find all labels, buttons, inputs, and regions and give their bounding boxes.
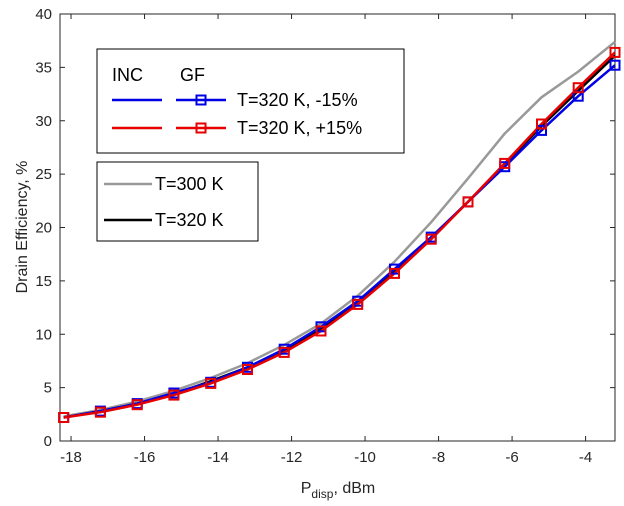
series-markers [58,46,621,423]
data-point-t-320-k-15 [572,82,584,94]
x-tick-label: -6 [505,449,518,466]
data-point-t-320-k-15 [536,124,547,136]
data-point-t-320-k-15 [94,406,106,418]
y-tick-label: 40 [35,6,52,23]
legend-header-inc: INC [112,65,143,85]
data-point-t-320-k-15 [536,118,547,130]
data-point-t-320-k-15 [462,196,474,208]
data-point-t-320-k-15 [609,46,621,58]
x-tick-label: -10 [354,449,376,466]
data-point-t-320-k-15 [131,399,143,411]
data-point-t-320-k-15 [499,157,511,169]
x-tick-label: -4 [579,449,592,466]
y-tick-label: 15 [35,273,52,290]
y-tick-label: 35 [35,59,52,76]
y-tick-label: 10 [35,326,52,343]
data-point-t-320-k-15 [242,364,253,375]
series-lines [63,40,616,419]
legend-label-minus15: T=320 K, -15% [237,90,358,110]
legend-label-300k: T=300 K [155,174,224,194]
y-tick-label: 25 [35,166,52,183]
legend-label-plus15: T=320 K, +15% [237,118,362,138]
x-tick-label: -18 [60,449,82,466]
legend-parameter-variation: INC GF T=320 K, -15% T=320 K, +15% [96,48,405,154]
y-tick-label: 0 [44,433,52,450]
legend-temperature-box [96,161,259,242]
data-point-t-320-k-15 [352,298,364,310]
data-point-t-320-k-15 [425,233,437,245]
legend-gf-marker-plus15 [195,122,207,134]
x-axis-label: Pdisp, dBm [301,480,375,501]
legend-temperature: T=300 K T=320 K [96,161,259,242]
x-tick-label: -14 [207,449,229,466]
x-tick-label: -16 [134,449,156,466]
series-line-t-320-k-15 [63,64,616,419]
series-line-t-320-k-15 [63,51,616,419]
y-tick-label: 20 [35,220,52,237]
x-axis-label-unit: , dBm [333,480,375,497]
axis-ticks: -18 -16 -14 -12 -10 -8 -6 -4 0 5 10 15 20 25 30 35 40 [35,6,615,466]
data-point-t-320-k-15 [205,377,217,389]
x-axis-label-main: P [301,480,312,497]
series-line-t-300-k [63,40,616,418]
legend-header-gf: GF [180,65,205,85]
y-tick-label: 5 [44,380,52,397]
legend-label-320k: T=320 K [155,210,224,230]
data-point-t-320-k-15 [168,389,180,401]
y-tick-label: 30 [35,113,52,130]
data-point-t-320-k-15 [609,59,621,71]
y-axis-label: Drain Efficiency, % [14,161,31,294]
x-tick-label: -8 [432,449,445,466]
data-point-t-320-k-15 [58,412,70,423]
x-tick-label: -12 [281,449,303,466]
data-point-t-320-k-15 [315,325,327,337]
legend-gf-marker-minus15 [195,94,207,106]
x-axis-label-sub: disp [311,487,333,501]
data-point-t-320-k-15 [389,267,400,279]
data-point-t-320-k-15 [278,346,290,358]
